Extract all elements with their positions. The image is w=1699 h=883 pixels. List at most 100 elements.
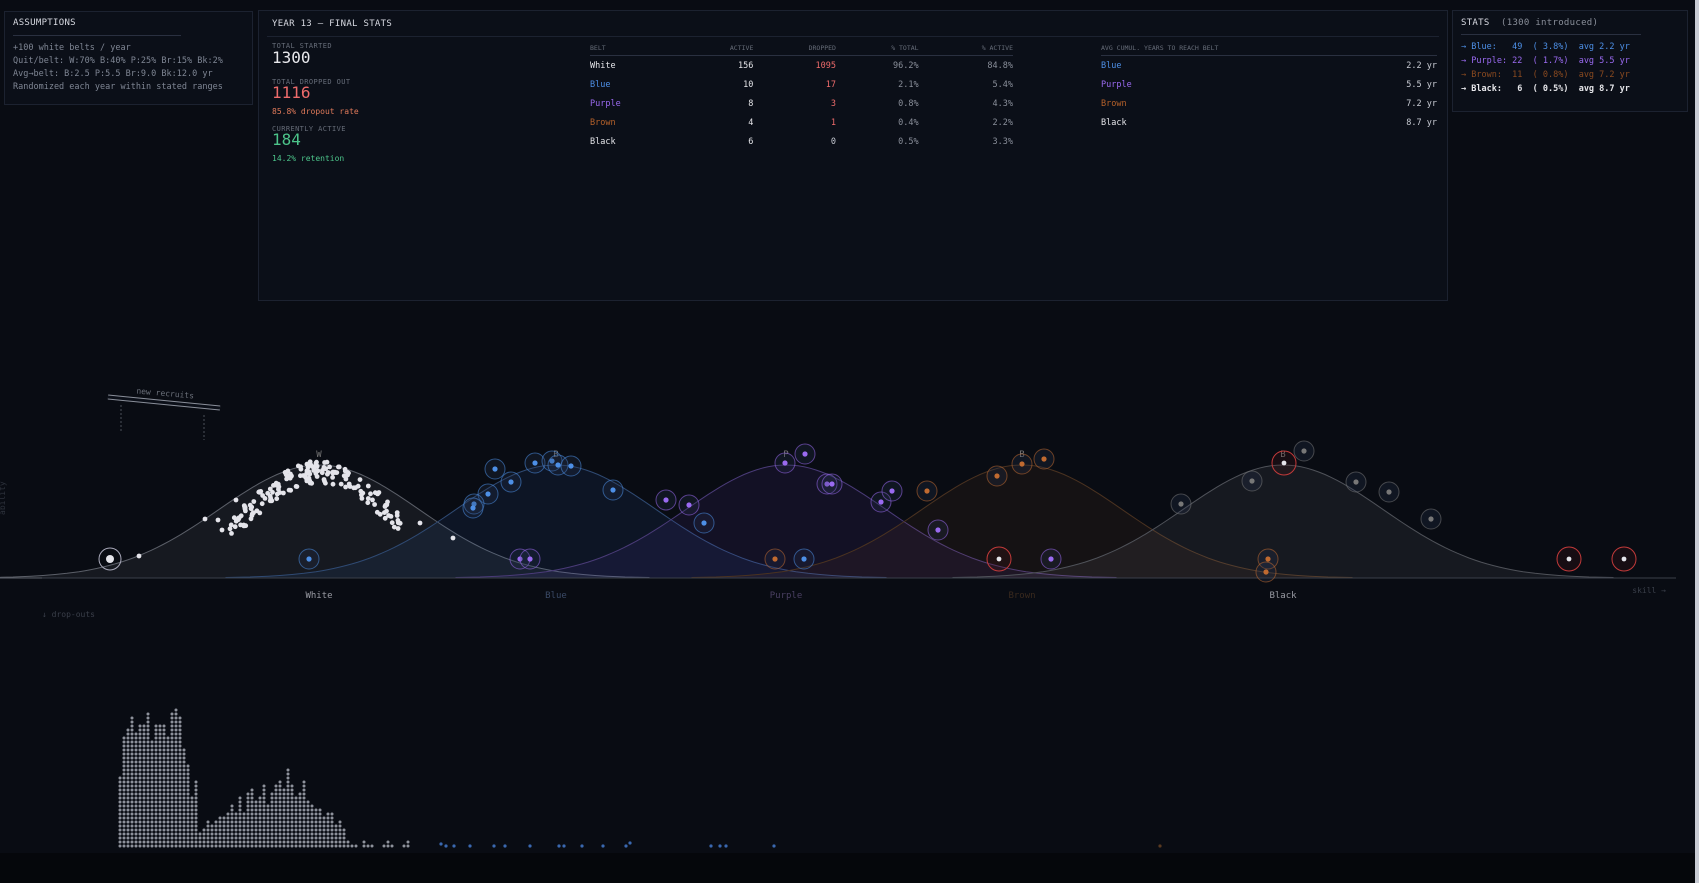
dropout-dot [290, 836, 294, 840]
years-belt: Black [1101, 118, 1127, 128]
dropout-dot [146, 720, 150, 724]
dropout-dot [142, 780, 146, 784]
dropout-dot [338, 820, 342, 824]
dropout-dot [182, 792, 186, 796]
dropout-dot [134, 748, 138, 752]
dropout-dot [166, 812, 170, 816]
dropout-dot [230, 820, 234, 824]
dropout-dot [134, 768, 138, 772]
dropout-dot [170, 752, 174, 756]
dropout-dot [154, 832, 158, 836]
dropout-dot [370, 844, 374, 848]
dropout-dot [182, 760, 186, 764]
dropout-dot [306, 800, 310, 804]
dropout-dot [154, 812, 158, 816]
agent-dot [1386, 489, 1392, 495]
dropout-dot [226, 844, 230, 848]
dropout-dot [294, 800, 298, 804]
dropout-dot [182, 828, 186, 832]
dropout-dot [290, 824, 294, 828]
dropout-dot [242, 840, 246, 844]
dropout-dot [330, 836, 334, 840]
white-belt-dot [215, 517, 221, 523]
dropout-dot [150, 752, 154, 756]
dropout-dot [178, 740, 182, 744]
cell-active: 4 [748, 118, 754, 128]
dropout-dot [174, 804, 178, 808]
dropout-dot [158, 824, 162, 828]
dropout-dot [174, 832, 178, 836]
dropout-dot [150, 800, 154, 804]
dropout-dot [202, 840, 206, 844]
simulation-canvas[interactable]: WhiteWBlueBPurplePBrownBBlackBnew recrui… [0, 0, 1695, 853]
dropout-dot [158, 808, 162, 812]
dropout-dot [306, 816, 310, 820]
dropout-dot [310, 828, 314, 832]
dropout-dot [138, 788, 142, 792]
dropout-dot [186, 800, 190, 804]
dropout-dot [250, 796, 254, 800]
dropout-dot [318, 828, 322, 832]
dropout-dot [266, 808, 270, 812]
final-stats-title: YEAR 13 — FINAL STATS [272, 19, 393, 29]
white-belt-dot [275, 481, 281, 487]
dropout-dot [122, 748, 126, 752]
dropout-dot [254, 836, 258, 840]
dropout-dot [126, 796, 130, 800]
dropout-dot [162, 748, 166, 752]
dropout-dot [194, 800, 198, 804]
dropout-dot [354, 844, 358, 848]
dropout-dot [206, 820, 210, 824]
dropout-dot [234, 840, 238, 844]
dropout-dot [302, 824, 306, 828]
dropout-dot [202, 836, 206, 840]
dropout-dot [122, 804, 126, 808]
dropout-dot [150, 796, 154, 800]
dropout-dot [186, 768, 190, 772]
dropout-dot [162, 752, 166, 756]
dropout-dot [182, 808, 186, 812]
dropout-dot [158, 804, 162, 808]
dropout-dot [182, 796, 186, 800]
dropout-dot [254, 812, 258, 816]
dropout-dot [238, 804, 242, 808]
agent-dot [1301, 448, 1307, 454]
dropout-dot [150, 828, 154, 832]
dropout-dot [226, 812, 230, 816]
white-belt-dot [219, 527, 225, 533]
dropout-dot [286, 832, 290, 836]
dropout-dot [302, 820, 306, 824]
agent-dot [1041, 456, 1047, 462]
scrollbar[interactable] [1695, 0, 1699, 883]
dropout-dot [134, 792, 138, 796]
dropout-dot [294, 812, 298, 816]
dropout-dot [150, 776, 154, 780]
dropout-dot-blue [624, 844, 628, 848]
dropout-dot [338, 828, 342, 832]
dropout-dot [230, 816, 234, 820]
dropout-dot [126, 740, 130, 744]
total-dropped-value: 1116 [272, 83, 311, 102]
dropout-dot [170, 808, 174, 812]
dropout-dot [158, 816, 162, 820]
dropout-dot [286, 796, 290, 800]
dropout-dot [278, 784, 282, 788]
dropout-dot [298, 800, 302, 804]
dropout-dot [246, 800, 250, 804]
dropout-dot [262, 792, 266, 796]
belt-curve [455, 464, 1117, 579]
dropout-dot [126, 748, 130, 752]
dropout-dot [206, 832, 210, 836]
dropout-dot [150, 772, 154, 776]
white-belt-dot [330, 481, 336, 487]
currently-active-label: CURRENTLY ACTIVE [272, 125, 346, 133]
dropout-dot [150, 816, 154, 820]
dropout-dot [262, 844, 266, 848]
dropout-dot [226, 828, 230, 832]
years-row-blue: Blue 2.2 yr [1101, 56, 1437, 76]
dropout-dot [234, 832, 238, 836]
dropout-dot [302, 836, 306, 840]
dropout-dot [138, 824, 142, 828]
white-belt-dot [262, 496, 268, 501]
cell-dropped: 1 [830, 118, 836, 128]
